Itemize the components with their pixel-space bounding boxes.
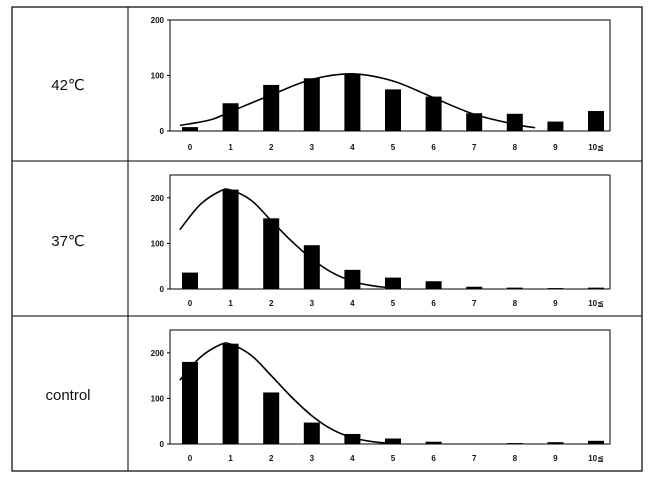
fit-curve	[179, 188, 394, 289]
x-tick-label: 3	[310, 454, 315, 463]
bar	[547, 121, 564, 131]
bar	[425, 281, 442, 289]
x-tick-label: 0	[188, 143, 193, 152]
x-tick-label: 1	[228, 143, 233, 152]
bar	[182, 272, 198, 289]
bar	[588, 440, 604, 444]
bar	[506, 287, 523, 289]
x-tick-label: 8	[513, 299, 518, 308]
y-tick-label: 0	[160, 285, 165, 294]
x-tick-label: 3	[310, 143, 315, 152]
fit-curve	[179, 342, 394, 445]
x-tick-label: 5	[391, 299, 396, 308]
x-tick-label: 10≦	[588, 143, 604, 152]
bar	[344, 73, 361, 131]
x-tick-label: 2	[269, 454, 274, 463]
y-tick-label: 100	[151, 239, 165, 248]
x-tick-label: 5	[391, 143, 396, 152]
x-tick-label: 0	[188, 299, 193, 308]
x-tick-label: 1	[228, 454, 233, 463]
y-tick-label: 100	[151, 72, 165, 81]
x-tick-label: 1	[228, 299, 233, 308]
bar	[466, 443, 483, 445]
y-tick-label: 0	[160, 440, 165, 449]
x-tick-label: 6	[431, 299, 436, 308]
bar	[222, 103, 239, 131]
x-tick-label: 8	[513, 143, 518, 152]
bar	[588, 111, 604, 131]
row-label-control: control	[45, 387, 90, 404]
y-tick-label: 200	[151, 16, 165, 25]
x-tick-label: 2	[269, 299, 274, 308]
bar	[182, 361, 198, 444]
bar	[547, 288, 564, 289]
bar	[425, 96, 442, 131]
y-tick-label: 200	[151, 349, 165, 358]
bar	[263, 392, 280, 444]
bar	[222, 343, 239, 444]
bar	[385, 438, 401, 444]
outer-border	[11, 6, 643, 472]
x-tick-label: 8	[513, 454, 518, 463]
bar	[385, 89, 401, 131]
bar	[182, 127, 198, 131]
bar	[588, 287, 604, 289]
x-tick-label: 0	[188, 454, 193, 463]
bar	[385, 277, 401, 289]
bar	[466, 286, 483, 289]
row-label-37c: 37℃	[51, 233, 85, 250]
y-tick-label: 100	[151, 394, 165, 403]
bar	[263, 218, 280, 289]
fit-curve	[179, 72, 536, 129]
bar	[466, 113, 483, 131]
bar	[303, 78, 320, 131]
y-tick-label: 0	[160, 127, 165, 136]
x-tick-label: 4	[350, 454, 355, 463]
x-tick-label: 6	[431, 454, 436, 463]
x-tick-label: 7	[472, 299, 477, 308]
x-tick-label: 10≦	[588, 299, 604, 308]
chart-42c: 0 100 200 0 1 2 3 4 5 6 7 8 9 10≦	[151, 16, 611, 152]
bar	[506, 113, 523, 131]
x-tick-label: 9	[553, 143, 558, 152]
x-tick-label: 7	[472, 143, 477, 152]
bar	[222, 189, 239, 289]
figure-frame	[11, 6, 643, 472]
x-tick-label: 6	[431, 143, 436, 152]
bar	[303, 245, 320, 289]
bar	[344, 269, 361, 289]
x-tick-label: 4	[350, 299, 355, 308]
chart-37c: 0 100 200 0 1 2 3 4 5 6 7 8 9 10≦	[151, 174, 611, 308]
y-tick-label: 200	[151, 194, 165, 203]
bar	[547, 442, 564, 444]
x-tick-label: 4	[350, 143, 355, 152]
x-tick-label: 10≦	[588, 454, 604, 463]
x-tick-label: 7	[472, 454, 477, 463]
x-tick-label: 2	[269, 143, 274, 152]
x-tick-label: 3	[310, 299, 315, 308]
x-tick-label: 5	[391, 454, 396, 463]
row-label-42c: 42℃	[51, 77, 85, 94]
bar	[344, 433, 361, 444]
bar	[506, 443, 523, 444]
bar	[425, 441, 442, 444]
x-tick-label: 9	[553, 299, 558, 308]
chart-control: 0 100 200 0 1 2 3 4 5 6 7 8 9 10≦	[151, 329, 611, 463]
x-tick-label: 9	[553, 454, 558, 463]
bar	[303, 422, 320, 444]
